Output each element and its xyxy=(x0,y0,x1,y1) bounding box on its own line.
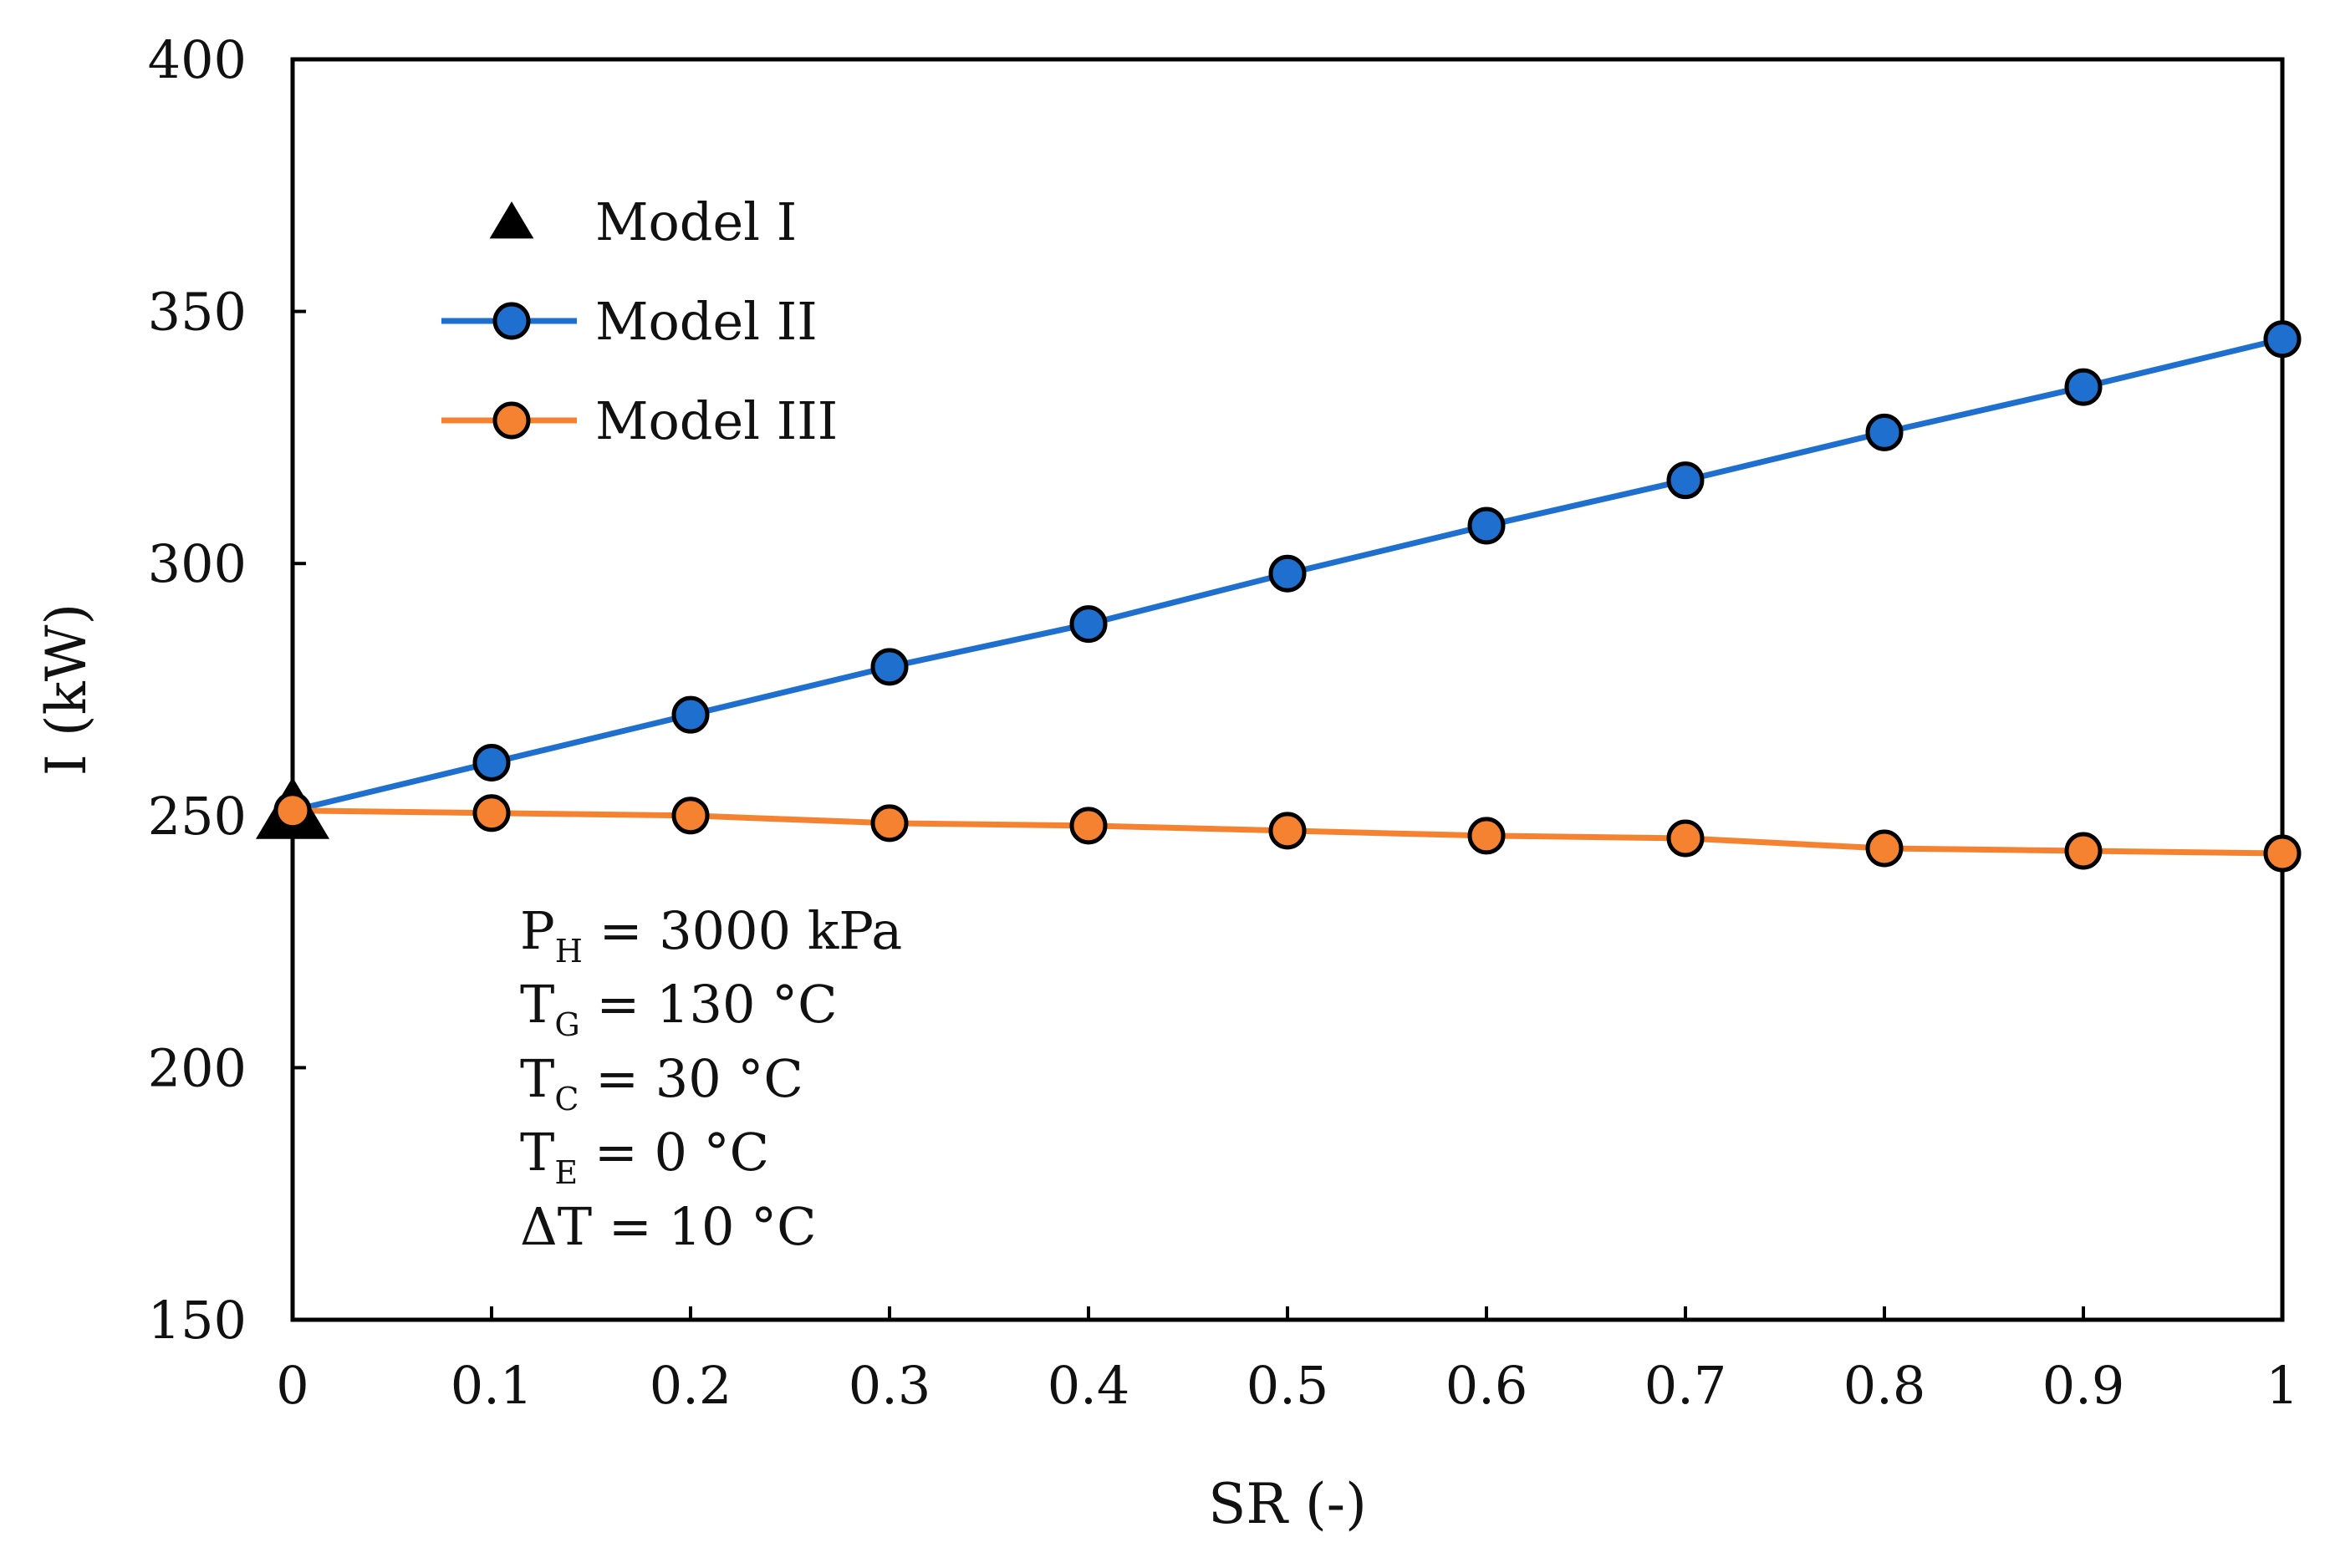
y-axis-title: I (kW) xyxy=(34,603,99,776)
x-tick-label: 0.7 xyxy=(1644,1355,1727,1416)
model-ii-point xyxy=(2064,368,2103,406)
annotation-line: TE = 0 °C xyxy=(520,1122,769,1191)
x-tick-label: 0.8 xyxy=(1843,1355,1926,1416)
x-tick-label: 0.6 xyxy=(1445,1355,1528,1416)
model-ii-point xyxy=(2263,320,2302,359)
annotation-subscript: H xyxy=(555,933,583,970)
model-iii-point xyxy=(1268,812,1307,850)
y-axis-ticks: 150 200 250 300 350 400 xyxy=(148,29,306,1351)
model-ii-point xyxy=(472,743,511,781)
model-iii-point xyxy=(1467,817,1506,855)
model-iii-point xyxy=(1666,819,1705,858)
annotation-line: TG = 130 °C xyxy=(520,974,838,1043)
annotation-value: = 30 °C xyxy=(579,1048,803,1109)
x-axis-ticks: 0 0.1 0.2 0.3 0.4 0.5 0.6 0.7 0.8 0.9 1 xyxy=(276,1306,2299,1416)
legend-model-i-label: Model I xyxy=(595,191,797,252)
model-iii-point xyxy=(1865,829,1904,868)
legend-model-i-marker xyxy=(489,201,534,239)
model-iii-point xyxy=(2263,834,2302,873)
y-tick-label: 250 xyxy=(148,786,247,847)
model-iii-point xyxy=(273,792,312,830)
model-iii-point xyxy=(671,797,710,835)
annotation-line: PH = 3000 kPa xyxy=(520,900,902,970)
legend-model-iii-label: Model III xyxy=(595,390,838,451)
x-tick-label: 0 xyxy=(276,1355,308,1416)
x-tick-label: 1 xyxy=(2266,1355,2298,1416)
annotation-subscript: G xyxy=(554,1006,579,1043)
y-tick-label: 350 xyxy=(148,282,247,343)
x-tick-label: 0.4 xyxy=(1048,1355,1130,1416)
model-ii-point xyxy=(1069,605,1108,644)
annotation-symbol: ΔT xyxy=(520,1196,592,1257)
annotation-value: = 130 °C xyxy=(580,974,838,1035)
y-tick-label: 150 xyxy=(148,1290,247,1351)
model-iii-point xyxy=(2064,832,2103,870)
model-ii-point xyxy=(671,695,710,734)
legend-model-iii-marker xyxy=(492,401,531,440)
annotation-subscript: E xyxy=(554,1154,578,1191)
annotation-symbol: T xyxy=(520,974,554,1035)
annotation-symbol: T xyxy=(520,1122,554,1183)
model-ii-point xyxy=(870,648,909,686)
annotation-line: TC = 30 °C xyxy=(520,1048,803,1117)
annotation-value: = 10 °C xyxy=(592,1196,816,1257)
model-iii-point xyxy=(1069,807,1108,845)
x-tick-label: 0.5 xyxy=(1247,1355,1329,1416)
legend-model-ii-marker xyxy=(492,302,531,340)
legend: Model I Model II Model III xyxy=(441,191,838,451)
annotation-value: = 0 °C xyxy=(578,1122,769,1183)
annotation-value: = 3000 kPa xyxy=(583,900,902,961)
x-tick-label: 0.2 xyxy=(650,1355,732,1416)
x-tick-label: 0.1 xyxy=(451,1355,533,1416)
model-ii-point xyxy=(1268,554,1307,593)
annotation-symbol: P xyxy=(520,900,555,961)
series-layer xyxy=(256,320,2302,873)
model-iii-point xyxy=(870,804,909,843)
annotation-subscript: C xyxy=(554,1081,579,1117)
y-tick-label: 200 xyxy=(148,1037,247,1098)
model-ii-point xyxy=(1865,413,1904,451)
model-iii-point xyxy=(472,794,511,832)
annotation-line: ΔT = 10 °C xyxy=(520,1196,817,1257)
y-tick-label: 400 xyxy=(148,29,247,90)
y-tick-label: 300 xyxy=(148,533,247,594)
x-axis-title: SR (-) xyxy=(1208,1472,1367,1536)
legend-model-ii-label: Model II xyxy=(595,291,818,352)
x-tick-label: 0.3 xyxy=(849,1355,931,1416)
x-tick-label: 0.9 xyxy=(2042,1355,2125,1416)
model-ii-point xyxy=(1467,507,1506,545)
annotation-symbol: T xyxy=(520,1048,554,1109)
model-ii-point xyxy=(1666,461,1705,500)
